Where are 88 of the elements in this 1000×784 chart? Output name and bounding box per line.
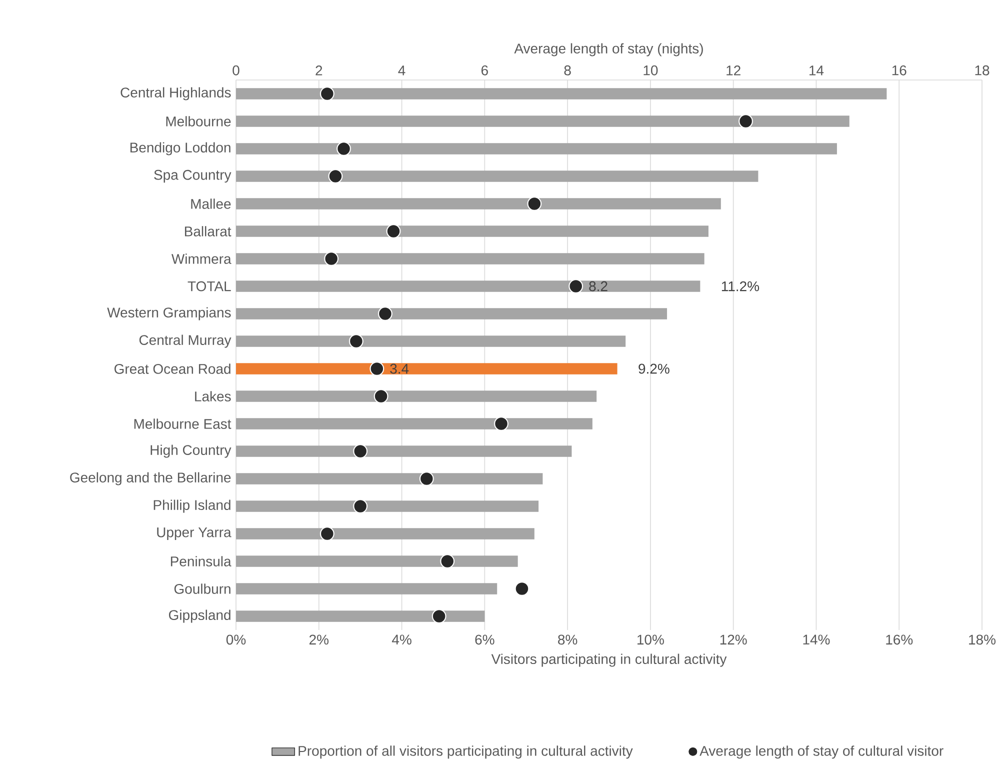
y-tick-label: Great Ocean Road [114, 364, 230, 374]
x-tick-label: 12% [720, 634, 747, 645]
x2-tick-label: 18 [975, 65, 990, 76]
legend-label: Average length of stay of cultural visitor [700, 746, 944, 759]
data-label: 9.2% [638, 364, 670, 374]
point [336, 142, 351, 156]
x2-tick-label: 8 [564, 65, 571, 76]
y-tick-label: Lakes [195, 391, 231, 402]
point [432, 609, 446, 624]
y-tick-label: Upper Yarra [157, 527, 232, 540]
point [328, 169, 343, 184]
x-tick-label: 18% [969, 634, 996, 645]
bar [236, 556, 518, 567]
point [324, 252, 339, 266]
data-label: 3.4 [390, 364, 409, 374]
x-tick-label: 4% [392, 634, 412, 644]
point [374, 389, 388, 404]
point [419, 472, 434, 486]
y-tick-label: Mallee [191, 198, 231, 209]
point [568, 279, 584, 294]
x2-tick-label: 10 [644, 65, 658, 76]
x-tick-label: 6% [475, 634, 494, 645]
bar [236, 170, 758, 182]
y-tick-label: Central Highlands [120, 87, 231, 100]
point [348, 334, 364, 348]
bar [236, 500, 539, 512]
y-tick-label: Melbourne East [134, 418, 232, 429]
bar [236, 418, 592, 430]
bar [236, 446, 572, 457]
point [320, 526, 334, 541]
point [370, 362, 384, 376]
point [378, 306, 392, 321]
y-tick-label: Western Grampians [107, 307, 231, 320]
data-label: 8.2 [589, 281, 608, 292]
x2-tick-label: 16 [892, 65, 906, 76]
point [514, 582, 530, 596]
y-tick-label: Phillip Island [154, 500, 230, 513]
x2-tick-label: 12 [726, 66, 740, 76]
y-tick-label: Goulburn [174, 584, 230, 594]
y-tick-label: High Country [150, 444, 232, 458]
point [320, 86, 334, 101]
point [440, 554, 455, 568]
x2-axis-title: Average length of stay (nights) [514, 43, 703, 56]
point [527, 196, 542, 211]
x2-tick-label: 4 [398, 66, 406, 76]
bar [236, 88, 887, 100]
x2-tick-label: 14 [810, 66, 824, 76]
bar [236, 280, 700, 292]
bar [236, 390, 597, 402]
y-tick-label: Spa Country [154, 170, 232, 183]
bar [236, 198, 721, 210]
data-label: 11.2% [722, 281, 760, 292]
y-tick-label: Wimmera [171, 254, 232, 264]
y-tick-label: Melbourne [166, 116, 231, 126]
bar [236, 253, 704, 264]
point [386, 224, 401, 238]
bar [236, 610, 485, 622]
point [738, 114, 753, 128]
bar [236, 308, 668, 320]
x-tick-label: 10% [638, 634, 664, 645]
point [353, 444, 368, 458]
bar [236, 473, 543, 484]
legend-label: Proportion of all visitors participating in cultural activity [298, 746, 633, 759]
y-tick-label: Geelong and the Bellarine [70, 472, 231, 486]
point [353, 499, 368, 514]
x2-tick-label: 2 [316, 66, 322, 76]
y-tick-label: Peninsula [170, 556, 232, 566]
bar [236, 528, 534, 540]
x-tick-label: 0% [226, 634, 246, 645]
x-tick-label: 8% [558, 634, 578, 645]
y-tick-label: Gippsland [168, 610, 230, 623]
x2-tick-label: 0 [232, 65, 240, 76]
point [494, 416, 508, 431]
bar [236, 363, 618, 374]
x-tick-label: 2% [309, 634, 329, 645]
x-axis-title: Visitors participating in cultural activity [491, 654, 727, 667]
bar [236, 583, 498, 594]
bar [236, 226, 708, 237]
x-tick-label: 16% [886, 634, 913, 645]
x-tick-label: 14% [803, 634, 830, 644]
y-tick-label: Central Murray [139, 334, 232, 348]
bar [236, 336, 626, 347]
bar [236, 143, 837, 154]
y-tick-label: Ballarat [184, 226, 232, 236]
y-tick-label: TOTAL [188, 281, 231, 292]
bar [236, 116, 850, 127]
x2-tick-label: 6 [481, 65, 488, 76]
y-tick-label: Bendigo Loddon [130, 142, 230, 156]
